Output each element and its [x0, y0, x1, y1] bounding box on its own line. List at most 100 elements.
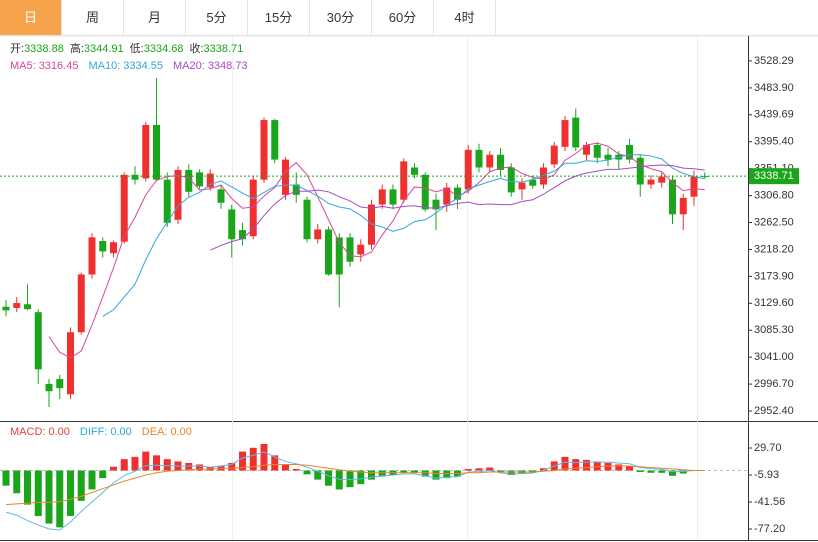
macd-bar	[239, 451, 246, 471]
candle-body	[497, 154, 504, 170]
candle-body	[346, 237, 354, 262]
period-tab[interactable]: 5分	[186, 0, 248, 35]
last-price-tag	[749, 168, 799, 185]
period-tab[interactable]: 周	[62, 0, 124, 35]
macd-bar	[142, 451, 150, 471]
macd-bar	[325, 470, 332, 486]
period-tab[interactable]: 月	[124, 0, 186, 35]
y-tick-label: -5.93	[754, 469, 779, 481]
candle-body	[174, 169, 182, 220]
macd-bar	[131, 456, 139, 471]
candle-body	[88, 237, 96, 275]
y-tick-label: 3528.29	[754, 55, 794, 67]
macd-bar	[153, 455, 160, 471]
candle-body	[303, 199, 311, 240]
macd-bar	[260, 444, 268, 471]
candle-body	[34, 312, 42, 370]
y-tick-label: 3262.50	[754, 216, 794, 228]
candle-body	[626, 144, 633, 160]
candle-body	[2, 306, 10, 311]
candle-body	[411, 167, 418, 175]
candle-body	[400, 161, 408, 200]
period-tab[interactable]: 4时	[434, 0, 496, 35]
ma-legend-name: MA20:	[173, 60, 205, 72]
macd-bar	[572, 459, 580, 471]
macd-legend-name: DEA:	[142, 426, 168, 438]
ma-legend: MA5: 3316.45 MA10: 3334.55 MA20: 3348.73	[10, 60, 248, 72]
period-tab[interactable]: 30分	[310, 0, 372, 35]
macd-bar	[615, 464, 623, 471]
ma-line	[210, 164, 705, 251]
macd-bar	[432, 470, 440, 480]
macd-legend-name: DIFF:	[80, 426, 108, 438]
y-tick-label: 2996.70	[754, 378, 794, 390]
macd-bar	[464, 469, 472, 471]
candle-body	[163, 179, 171, 223]
candle-body	[593, 144, 601, 158]
macd-bar	[626, 465, 633, 471]
macd-bar	[679, 470, 687, 474]
candle-body	[357, 244, 365, 255]
candle-body	[217, 189, 225, 203]
macd-bar	[13, 470, 21, 494]
y-tick-label: -41.56	[754, 496, 785, 508]
y-tick-label: 3041.00	[754, 351, 794, 363]
macd-bar	[421, 470, 429, 477]
macd-bar	[583, 459, 590, 471]
candle-body	[120, 174, 128, 242]
macd-bar	[507, 470, 515, 476]
candle-body	[196, 172, 203, 187]
y-tick-label: 3129.60	[754, 297, 794, 309]
macd-bar	[593, 461, 601, 471]
macd-legend-value: 0.00	[170, 426, 191, 438]
candle-body	[228, 209, 236, 240]
candle-body	[24, 304, 31, 310]
candle-body	[690, 176, 698, 197]
macd-bar	[647, 470, 655, 473]
y-tick-label: 3483.90	[754, 82, 794, 94]
candle-body	[292, 184, 300, 195]
candle-body	[325, 229, 332, 275]
candle-body	[518, 182, 526, 190]
candle-body	[529, 179, 537, 186]
ma-line	[102, 154, 705, 317]
ma-legend-value: 3334.55	[123, 60, 163, 72]
ma-legend-name: MA5:	[10, 60, 36, 72]
candle-body	[314, 229, 322, 240]
quote-label: 高:	[70, 41, 84, 55]
y-tick-label: 3395.40	[754, 136, 794, 148]
macd-bar	[228, 462, 236, 471]
candle-body	[507, 167, 515, 193]
macd-bar	[88, 470, 96, 490]
macd-bar	[357, 470, 365, 485]
period-tab[interactable]: 15分	[248, 0, 310, 35]
y-tick-label: 3218.20	[754, 243, 794, 255]
period-tab[interactable]: 日	[0, 0, 62, 35]
quote-value: 3338.71	[204, 43, 244, 55]
candle-body	[561, 120, 569, 147]
candle-body	[583, 144, 590, 155]
candle-body	[475, 149, 483, 168]
macd-bar	[67, 470, 74, 516]
macd-bar	[604, 462, 612, 471]
macd-bar	[335, 470, 343, 490]
macd-bar	[110, 466, 117, 471]
candle-body	[206, 173, 214, 188]
candle-body	[636, 157, 644, 185]
macd-bar	[282, 464, 289, 471]
period-tabs: 日周月 5分 15分 30分 60分 4时	[0, 0, 818, 36]
candle-body	[185, 169, 193, 192]
macd-bar	[292, 469, 300, 471]
macd-bar	[56, 470, 64, 528]
candle-body	[77, 274, 85, 333]
quote-value: 3344.91	[84, 43, 124, 55]
candle-body	[540, 167, 547, 185]
macd-bar	[45, 470, 53, 524]
ma-line	[48, 142, 705, 359]
candle-body	[647, 179, 655, 185]
macd-bar	[185, 462, 193, 471]
candle-body	[239, 230, 246, 240]
period-tab[interactable]: 60分	[372, 0, 434, 35]
y-tick-label: 3173.90	[754, 270, 794, 282]
